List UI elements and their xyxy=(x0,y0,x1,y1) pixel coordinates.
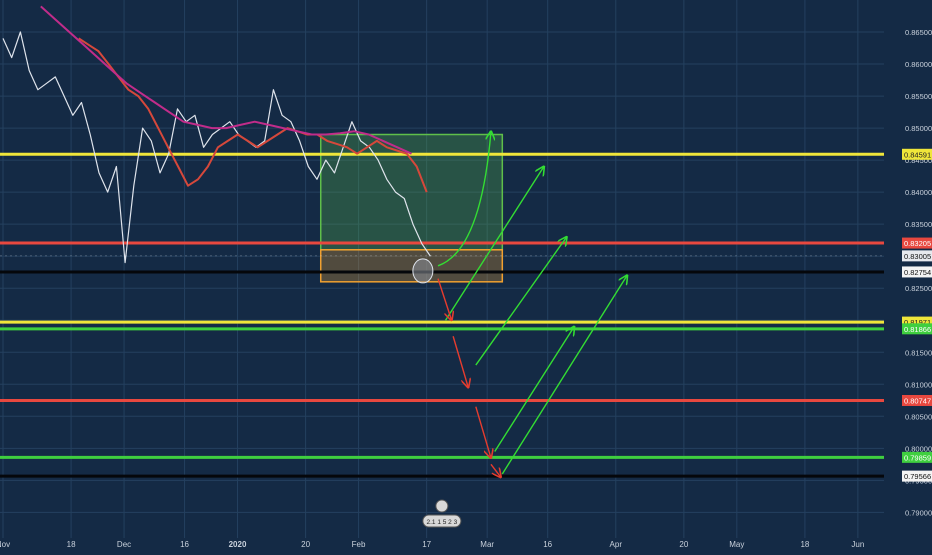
series xyxy=(2,5,434,284)
time-tick-label: 20 xyxy=(679,540,688,549)
event-badge[interactable] xyxy=(422,514,462,528)
price-tick-label: 0.83500 xyxy=(905,220,932,229)
level-label-text: 0.83005 xyxy=(904,252,931,261)
price-tick-label: 0.79000 xyxy=(905,508,932,517)
price-tick-label: 0.80500 xyxy=(905,412,932,421)
circle-marker[interactable] xyxy=(412,258,434,284)
time-tick-label: 20 xyxy=(301,540,310,549)
price-tick-label: 0.81500 xyxy=(905,348,932,357)
time-tick-label: 18 xyxy=(800,540,809,549)
time-tick-label: 2020 xyxy=(229,540,247,549)
time-tick-label: Apr xyxy=(610,540,623,549)
event-badge-text: 2.1 1 5 2 3 xyxy=(427,519,458,526)
time-tick-label: May xyxy=(729,540,744,549)
time-tick-label: 17 xyxy=(422,540,431,549)
level-label-badge xyxy=(902,266,932,278)
down-arrow xyxy=(475,406,491,458)
price-tick-label: 0.84500 xyxy=(905,156,932,165)
time-tick-label: Dec xyxy=(117,540,131,549)
level-label-text: 0.82754 xyxy=(904,268,931,277)
up-arrow xyxy=(501,275,627,475)
level-label-text: 0.79859 xyxy=(904,453,931,462)
level-label-text: 0.79566 xyxy=(904,472,931,481)
grid xyxy=(0,0,884,538)
time-tick-label: Jun xyxy=(851,540,864,549)
level-label-badge xyxy=(902,323,932,335)
moving-average-line xyxy=(78,37,428,193)
price-tick-label: 0.82500 xyxy=(905,284,932,293)
price-tick-label: 0.81000 xyxy=(905,380,932,389)
bottom-badge[interactable]: 2.1 1 5 2 3 xyxy=(422,499,462,528)
level-label-text: 0.83205 xyxy=(904,239,931,248)
down-arrow xyxy=(437,278,452,321)
level-label-badge xyxy=(902,451,932,463)
level-label-text: 0.81866 xyxy=(904,325,931,334)
level-label-badge xyxy=(902,237,932,249)
price-tick-label: 0.84000 xyxy=(905,188,932,197)
price-tick-label: 0.86000 xyxy=(905,60,932,69)
up-arrow xyxy=(494,327,574,452)
up-arrow xyxy=(475,237,567,366)
zones xyxy=(319,133,504,283)
green-zone[interactable] xyxy=(319,133,504,251)
price-tick-label: 0.80000 xyxy=(905,444,932,453)
up-arrow xyxy=(444,167,544,321)
event-icon[interactable] xyxy=(435,499,449,513)
down-arrow xyxy=(452,336,468,387)
orange-zone[interactable] xyxy=(319,249,504,283)
time-tick-label: Feb xyxy=(352,540,366,549)
level-label-badge xyxy=(902,470,932,482)
price-tick-label: 0.86500 xyxy=(905,28,932,37)
price-tick-label: 0.85000 xyxy=(905,124,932,133)
time-tick-label: 16 xyxy=(180,540,189,549)
curved-arrow xyxy=(437,131,491,267)
down-arrow xyxy=(490,463,501,477)
level-label-text: 0.80747 xyxy=(904,396,931,405)
level-label-badge xyxy=(902,250,932,262)
time-axis-panel[interactable] xyxy=(0,538,932,550)
level-label-text: 0.81971 xyxy=(904,318,931,327)
arrows xyxy=(437,131,627,477)
horizontal-levels[interactable] xyxy=(0,152,884,478)
level-label-badge xyxy=(902,148,932,160)
moving-average-line xyxy=(40,5,412,155)
level-label-badge xyxy=(902,316,932,328)
time-tick-label: Mar xyxy=(480,540,494,549)
price-line xyxy=(2,31,431,264)
level-label-text: 0.84591 xyxy=(904,150,931,159)
level-label-badge xyxy=(902,394,932,406)
time-axis[interactable]: Nov18Dec16202020Feb17Mar16Apr20May18Jun xyxy=(0,540,864,549)
time-tick-label: 16 xyxy=(543,540,552,549)
price-tick-label: 0.85500 xyxy=(905,92,932,101)
time-tick-label: 18 xyxy=(67,540,76,549)
time-tick-label: Nov xyxy=(0,540,10,549)
level-labels: 0.84591 0.83205 0.83005 0.82754 0.819710.818… xyxy=(902,148,932,482)
